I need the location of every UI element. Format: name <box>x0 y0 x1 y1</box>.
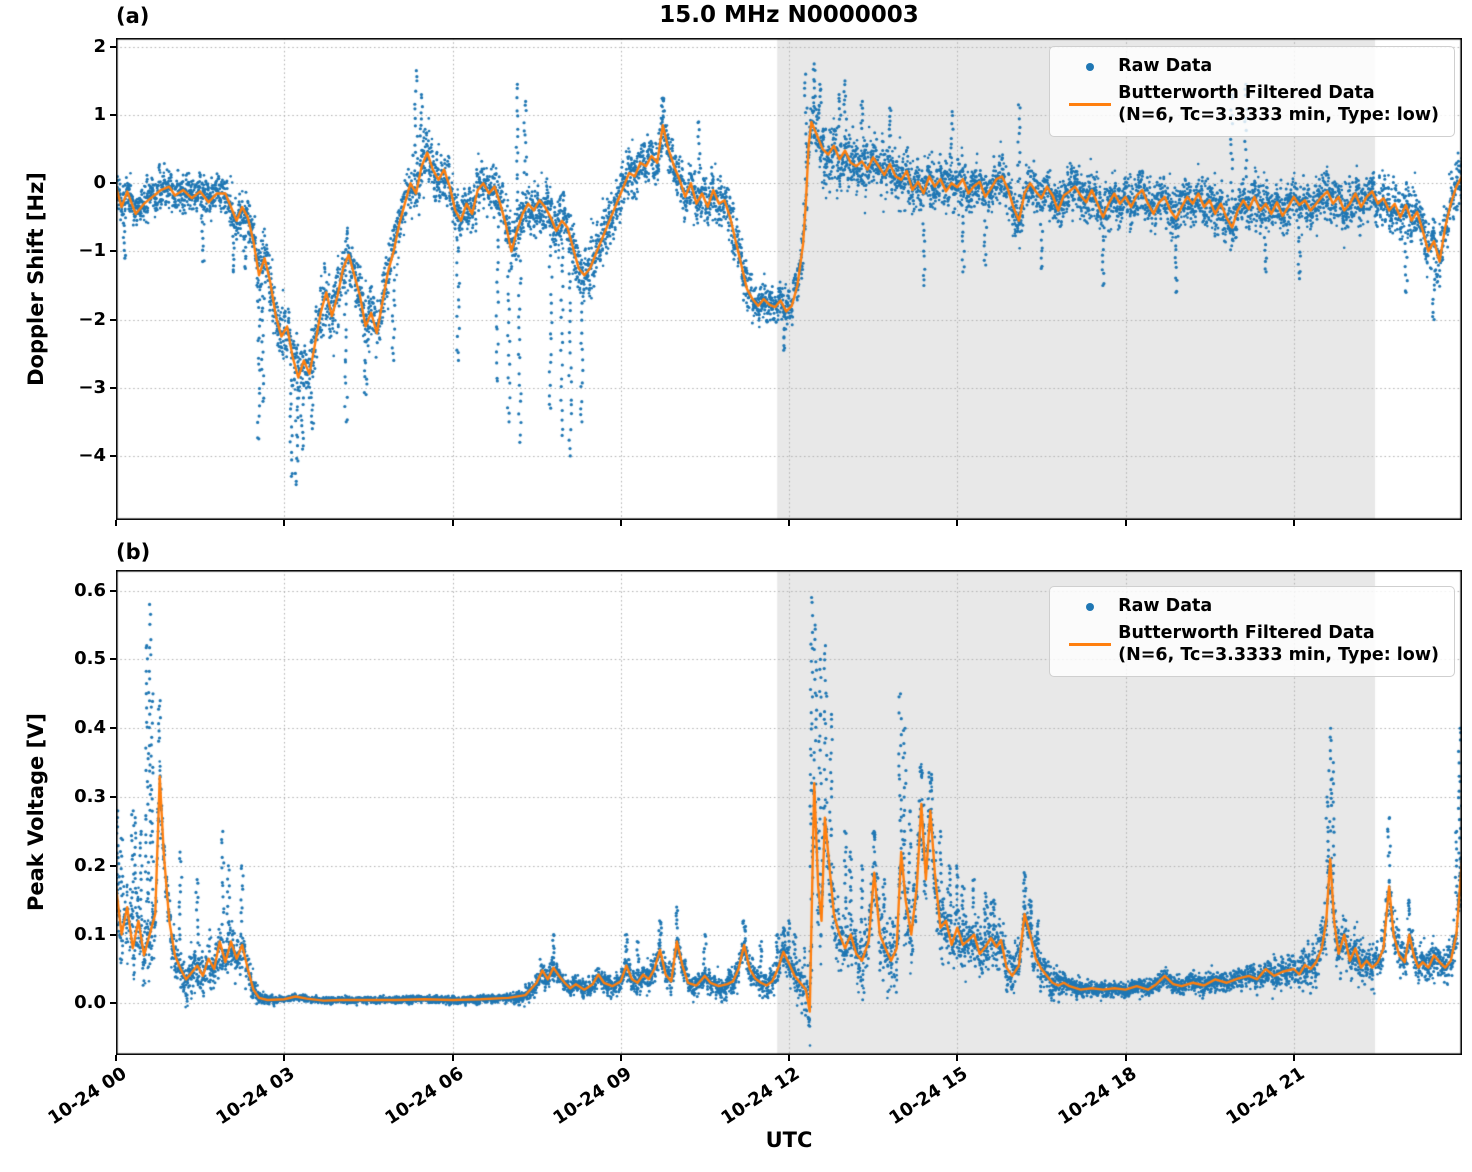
legend-panel-b: Raw Data Butterworth Filtered Data (N=6,… <box>1049 586 1455 677</box>
x-tick-mark <box>1124 1055 1127 1061</box>
x-tick-mark <box>1292 520 1295 526</box>
y-tick-mark <box>110 386 116 389</box>
y-tick-mark <box>110 727 116 730</box>
y-tick-label: 0 <box>93 172 106 194</box>
raw-data-marker-icon <box>1062 62 1118 71</box>
x-tick-mark <box>283 520 286 526</box>
x-tick-mark <box>1292 1055 1295 1061</box>
y-tick-label: 0.5 <box>74 648 106 670</box>
y-tick-mark <box>110 864 116 867</box>
y-tick-label: 1 <box>93 104 106 126</box>
legend-row-filtered: Butterworth Filtered Data (N=6, Tc=3.333… <box>1062 623 1439 667</box>
x-axis-label-utc: UTC <box>765 1128 813 1152</box>
y-tick-mark <box>110 1002 116 1005</box>
legend-raw-label: Raw Data <box>1118 56 1213 76</box>
y-tick-mark <box>110 182 116 185</box>
filtered-line-swatch-icon <box>1062 103 1118 107</box>
y-tick-label: 0.0 <box>74 992 106 1014</box>
y-tick-mark <box>110 454 116 457</box>
x-tick-mark <box>115 520 117 526</box>
y-axis-label-voltage: Peak Voltage [V] <box>24 712 48 912</box>
legend-panel-a: Raw Data Butterworth Filtered Data (N=6,… <box>1049 46 1455 137</box>
legend-row-filtered: Butterworth Filtered Data (N=6, Tc=3.333… <box>1062 83 1439 127</box>
y-axis-label-doppler: Doppler Shift [Hz] <box>24 172 48 386</box>
filtered-line-swatch-icon <box>1062 643 1118 647</box>
y-tick-label: 0.3 <box>74 786 106 808</box>
x-tick-mark <box>451 1055 454 1061</box>
y-tick-mark <box>110 250 116 253</box>
legend-raw-label: Raw Data <box>1118 596 1213 616</box>
x-tick-mark <box>788 1055 790 1061</box>
x-tick-label: 10-24 21 <box>1222 1063 1309 1130</box>
x-tick-label: 10-24 00 <box>44 1063 131 1130</box>
legend-filtered-label-line1: Butterworth Filtered Data <box>1118 622 1375 643</box>
y-tick-label: −4 <box>78 444 106 466</box>
x-tick-mark <box>451 520 454 526</box>
y-tick-label: 0.4 <box>74 717 106 739</box>
x-tick-label: 10-24 12 <box>717 1063 804 1130</box>
x-tick-mark <box>619 520 622 526</box>
y-tick-label: 0.1 <box>74 923 106 945</box>
y-tick-label: 0.6 <box>74 579 106 601</box>
y-tick-label: −2 <box>78 308 106 330</box>
y-tick-mark <box>110 933 116 936</box>
x-tick-mark <box>956 520 959 526</box>
x-tick-mark <box>956 1055 959 1061</box>
legend-filtered-label-line2: (N=6, Tc=3.3333 min, Type: low) <box>1118 644 1439 665</box>
y-tick-mark <box>110 658 116 661</box>
x-tick-mark <box>1124 520 1127 526</box>
legend-row-raw: Raw Data <box>1062 596 1439 618</box>
legend-filtered-label: Butterworth Filtered Data (N=6, Tc=3.333… <box>1118 83 1439 127</box>
x-tick-label: 10-24 15 <box>885 1063 972 1130</box>
panel-a-label: (a) <box>116 4 150 28</box>
legend-filtered-label: Butterworth Filtered Data (N=6, Tc=3.333… <box>1118 623 1439 667</box>
x-tick-mark <box>788 520 790 526</box>
legend-row-raw: Raw Data <box>1062 56 1439 78</box>
y-tick-mark <box>110 589 116 592</box>
raw-data-marker-icon <box>1062 602 1118 611</box>
x-tick-label: 10-24 09 <box>549 1063 636 1130</box>
y-tick-label: 0.2 <box>74 854 106 876</box>
y-tick-label: −1 <box>78 240 106 262</box>
x-tick-label: 10-24 06 <box>380 1063 467 1130</box>
x-tick-label: 10-24 03 <box>212 1063 299 1130</box>
x-tick-mark <box>283 1055 286 1061</box>
y-tick-mark <box>110 318 116 321</box>
panel-b-label: (b) <box>116 540 151 564</box>
y-tick-label: −3 <box>78 376 106 398</box>
legend-filtered-label-line2: (N=6, Tc=3.3333 min, Type: low) <box>1118 104 1439 125</box>
y-tick-mark <box>110 45 116 48</box>
y-tick-mark <box>110 796 116 799</box>
figure-title: 15.0 MHz N0000003 <box>659 2 919 28</box>
y-tick-mark <box>110 114 116 117</box>
x-tick-mark <box>115 1055 117 1061</box>
legend-filtered-label-line1: Butterworth Filtered Data <box>1118 82 1375 103</box>
x-tick-mark <box>619 1055 622 1061</box>
y-tick-label: 2 <box>93 35 106 57</box>
x-tick-label: 10-24 18 <box>1053 1063 1140 1130</box>
